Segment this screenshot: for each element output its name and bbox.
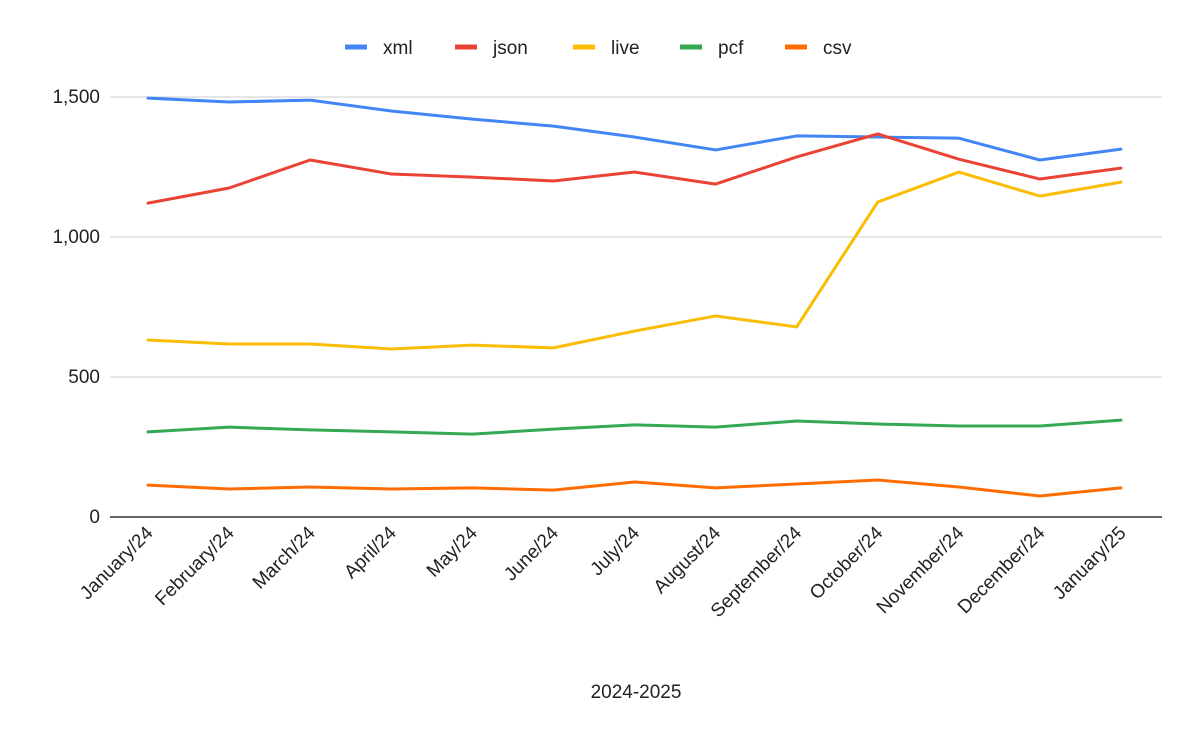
- x-tick-label: July/24: [587, 522, 645, 580]
- legend-label: live: [611, 38, 640, 59]
- x-tick-label: January/25: [1049, 523, 1130, 604]
- x-tick-label: October/24: [806, 522, 888, 604]
- series-line-json: [146, 132, 1123, 205]
- series-line-csv: [146, 478, 1123, 498]
- series-line-pcf: [146, 418, 1123, 436]
- y-tick-label: 1,000: [52, 227, 100, 248]
- x-tick-label: January/24: [76, 522, 158, 604]
- series-line-live: [146, 170, 1123, 351]
- x-tick-label: April/24: [340, 522, 401, 583]
- series-lines: [146, 96, 1123, 498]
- x-tick-label: February/24: [151, 522, 239, 610]
- x-tick-label: December/24: [954, 522, 1050, 618]
- legend-label: pcf: [718, 38, 744, 59]
- y-tick-label: 0: [89, 507, 100, 528]
- legend-label: csv: [823, 38, 852, 59]
- x-tick-label: March/24: [249, 522, 320, 593]
- legend-item-live: live: [573, 38, 640, 59]
- x-tick-label: August/24: [650, 522, 726, 598]
- legend-item-xml: xml: [345, 38, 413, 59]
- gridlines: [110, 96, 1162, 518]
- legend-item-pcf: pcf: [680, 38, 744, 59]
- x-tick-label: May/24: [423, 522, 482, 581]
- x-axis-title: 2024-2025: [591, 682, 682, 703]
- legend-item-json: json: [455, 38, 528, 59]
- legend: xml json live pcf csv: [345, 38, 852, 59]
- y-tick-label: 500: [68, 367, 100, 388]
- legend-item-csv: csv: [785, 38, 852, 59]
- series-line-xml: [146, 96, 1123, 162]
- legend-label: xml: [383, 38, 413, 59]
- y-axis-ticks: 0 500 1,000 1,500: [52, 87, 100, 528]
- y-tick-label: 1,500: [52, 87, 100, 108]
- x-tick-label: June/24: [500, 522, 563, 585]
- legend-label: json: [492, 38, 528, 59]
